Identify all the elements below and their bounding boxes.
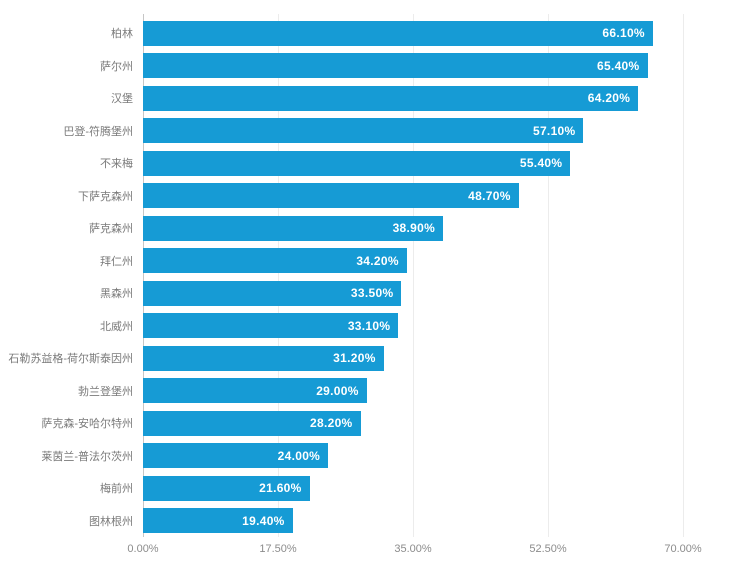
- bar: 64.20%: [143, 85, 639, 111]
- value-label: 24.00%: [277, 448, 321, 463]
- category-label: 柏林: [111, 28, 133, 41]
- value-label: 29.00%: [316, 383, 359, 398]
- category-label: 巴登-符腾堡州: [63, 125, 133, 138]
- value-label: 38.90%: [392, 221, 436, 236]
- bar: 21.60%: [143, 475, 310, 501]
- bar-row: 梅前州 21.60%: [0, 475, 683, 501]
- category-label: 石勒苏益格-荷尔斯泰因州: [8, 353, 133, 366]
- gridline: [413, 14, 414, 537]
- value-label: 31.20%: [333, 351, 376, 366]
- bar-row: 萨克森州 38.90%: [0, 215, 683, 241]
- category-label: 汉堡: [111, 93, 133, 106]
- bar-track: 65.40%: [143, 53, 683, 79]
- bar-track: 55.40%: [143, 150, 683, 176]
- value-label: 66.10%: [602, 26, 645, 41]
- value-label: 57.10%: [532, 123, 576, 138]
- x-tick-label: 0.00%: [127, 543, 159, 555]
- bar: 34.20%: [143, 248, 407, 274]
- bar: 24.00%: [143, 443, 329, 469]
- value-label: 21.60%: [259, 481, 302, 496]
- bar-row: 黑森州 33.50%: [0, 280, 683, 306]
- value-label: 28.20%: [310, 416, 353, 431]
- category-label: 图林根州: [89, 515, 133, 528]
- bar-track: 34.20%: [143, 248, 683, 274]
- bar-row: 石勒苏益格-荷尔斯泰因州 31.20%: [0, 345, 683, 371]
- bar-track: 19.40%: [143, 508, 683, 534]
- category-label: 北威州: [100, 320, 133, 333]
- category-label: 勃兰登堡州: [78, 385, 133, 398]
- category-label: 萨尔州: [100, 60, 133, 73]
- bar: 55.40%: [143, 150, 571, 176]
- bar: 48.70%: [143, 183, 519, 209]
- value-label: 65.40%: [597, 58, 640, 73]
- category-label: 萨克森州: [89, 223, 133, 236]
- bar-row: 萨克森-安哈尔特州 28.20%: [0, 410, 683, 436]
- bar-track: 64.20%: [143, 85, 683, 111]
- bar-track: 38.90%: [143, 215, 683, 241]
- x-tick-label: 70.00%: [664, 543, 702, 555]
- bar-track: 31.20%: [143, 345, 683, 371]
- bar: 31.20%: [143, 345, 384, 371]
- bar: 28.20%: [143, 410, 361, 436]
- bar-track: 66.10%: [143, 20, 683, 46]
- category-label: 萨克森-安哈尔特州: [41, 418, 133, 431]
- category-label: 不来梅: [100, 158, 133, 171]
- value-label: 48.70%: [468, 188, 511, 203]
- gridline: [278, 14, 279, 537]
- bar: 33.50%: [143, 280, 402, 306]
- value-label: 34.20%: [356, 253, 399, 268]
- gridline: [548, 14, 549, 537]
- gridline: [683, 14, 684, 537]
- bar: 57.10%: [143, 118, 584, 144]
- x-tick-label: 52.50%: [529, 543, 567, 555]
- bar-row: 勃兰登堡州 29.00%: [0, 378, 683, 404]
- bar-row: 萨尔州 65.40%: [0, 53, 683, 79]
- plot-area: [143, 14, 684, 537]
- value-label: 33.10%: [347, 318, 391, 333]
- bar-row: 柏林 66.10%: [0, 20, 683, 46]
- bar-track: 21.60%: [143, 475, 683, 501]
- bar-row: 巴登-符腾堡州 57.10%: [0, 118, 683, 144]
- category-label: 莱茵兰-普法尔茨州: [41, 450, 133, 463]
- y-axis-line: [143, 14, 144, 537]
- bar-row: 莱茵兰-普法尔茨州 24.00%: [0, 443, 683, 469]
- bar: 19.40%: [143, 508, 293, 534]
- bar-track: 57.10%: [143, 118, 683, 144]
- bar: 38.90%: [143, 215, 444, 241]
- bar-track: 24.00%: [143, 443, 683, 469]
- bar-row: 下萨克森州 48.70%: [0, 183, 683, 209]
- bar: 66.10%: [143, 20, 653, 46]
- x-axis: 0.00% 17.50% 35.00% 52.50% 70.00%: [127, 543, 701, 559]
- value-label: 33.50%: [350, 286, 394, 301]
- bar-track: 33.10%: [143, 313, 683, 339]
- x-tick-label: 35.00%: [394, 543, 432, 555]
- bar: 33.10%: [143, 313, 399, 339]
- value-label: 19.40%: [242, 513, 285, 528]
- bar-row: 北威州 33.10%: [0, 313, 683, 339]
- bar-row: 图林根州 19.40%: [0, 508, 683, 534]
- bar-track: 48.70%: [143, 183, 683, 209]
- category-label: 梅前州: [100, 483, 133, 496]
- category-label: 拜仁州: [100, 255, 133, 268]
- bar-row: 汉堡 64.20%: [0, 85, 683, 111]
- bar-track: 33.50%: [143, 280, 683, 306]
- bar: 29.00%: [143, 378, 367, 404]
- x-tick-label: 17.50%: [259, 543, 297, 555]
- bar-row: 拜仁州 34.20%: [0, 248, 683, 274]
- value-label: 55.40%: [519, 156, 563, 171]
- category-label: 黑森州: [100, 288, 133, 301]
- bar: 65.40%: [143, 53, 648, 79]
- bar-row: 不来梅 55.40%: [0, 150, 683, 176]
- value-label: 64.20%: [587, 91, 631, 106]
- bar-rows: 柏林 66.10% 萨尔州 65.40% 汉堡 64.20% 巴登-符腾堡州 57.10% 不来…: [0, 17, 683, 537]
- bar-track: 28.20%: [143, 410, 683, 436]
- category-label: 下萨克森州: [78, 190, 133, 203]
- bar-track: 29.00%: [143, 378, 683, 404]
